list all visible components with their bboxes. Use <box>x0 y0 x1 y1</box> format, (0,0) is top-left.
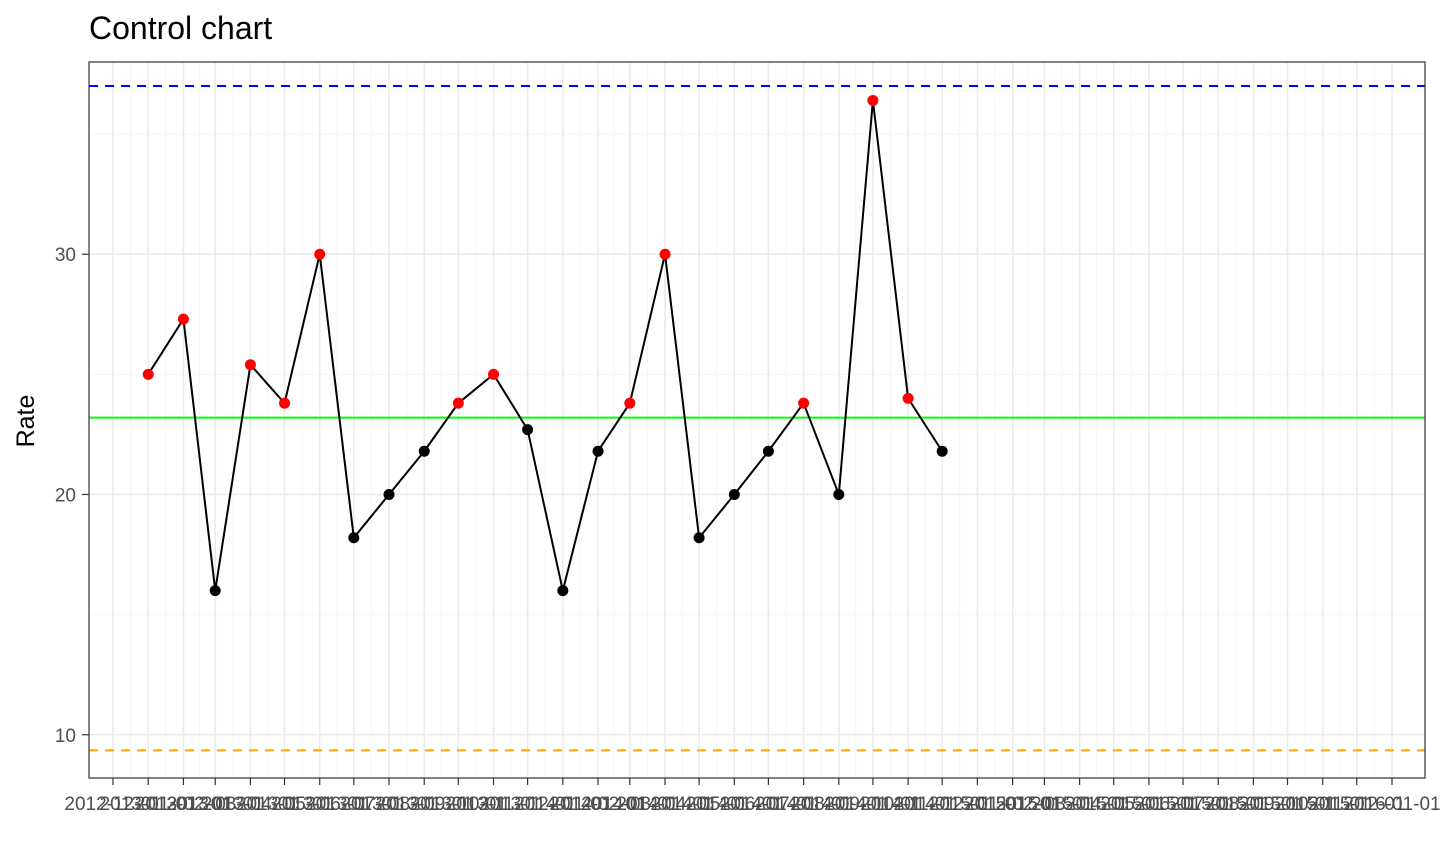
control-limit-lines <box>89 85 1425 752</box>
y-tick-label: 20 <box>55 485 76 506</box>
x-tick-label: 2015-04-01 <box>1031 794 1128 815</box>
x-tick-label: 2013-10-01 <box>410 794 507 815</box>
x-tick-label: 2014-10-01 <box>824 794 921 815</box>
data-point-flagged <box>177 313 189 325</box>
data-point <box>209 585 221 597</box>
data-point-flagged <box>659 248 671 260</box>
data-point-flagged <box>142 368 154 380</box>
x-tick-label: 2013-11-01 <box>446 794 542 815</box>
x-tick-label: 2014-07-01 <box>720 794 817 815</box>
x-tick-label: 2015-03-01 <box>996 794 1093 815</box>
x-tick-label: 2013-09-01 <box>376 794 473 815</box>
data-series <box>142 94 948 597</box>
x-tick-label: 2016-01-01 <box>1343 794 1440 815</box>
x-tick-label: 2013-04-01 <box>202 794 299 815</box>
data-point <box>418 445 430 457</box>
data-point <box>522 424 534 436</box>
data-point-flagged <box>244 359 256 371</box>
grid-lines <box>89 62 1425 778</box>
x-tick-label: 2013-06-01 <box>271 794 368 815</box>
x-tick-label: 2014-05-01 <box>651 794 748 815</box>
x-tick-label: 2013-03-01 <box>167 794 264 815</box>
data-point-flagged <box>488 368 500 380</box>
data-point <box>592 445 604 457</box>
x-tick-label: 2014-02-01 <box>549 794 646 815</box>
x-tick-label: 2014-04-01 <box>616 794 713 815</box>
data-point-flagged <box>452 397 464 409</box>
data-point-flagged <box>624 397 636 409</box>
data-point-flagged <box>279 397 291 409</box>
y-tick-label: 30 <box>55 245 76 266</box>
data-point <box>348 532 360 544</box>
x-tick-label: 2014-01-01 <box>514 794 611 815</box>
x-tick-label: 2013-05-01 <box>236 794 333 815</box>
data-point <box>728 488 740 500</box>
x-tick-label: 2014-06-01 <box>686 794 783 815</box>
axes: 1020302012-12-012013-01-012013-02-012013… <box>55 245 1440 815</box>
x-tick-label: 2015-05-01 <box>1065 794 1162 815</box>
x-tick-label: 2015-02-01 <box>964 794 1061 815</box>
x-tick-label: 2015-06-01 <box>1100 794 1197 815</box>
x-tick-label: 2015-01-01 <box>929 794 1026 815</box>
chart-title: Control chart <box>89 10 272 46</box>
x-tick-label: 2012-12-01 <box>64 794 161 815</box>
data-point <box>936 445 948 457</box>
x-tick-label: 2015-08-01 <box>1170 794 1267 815</box>
x-tick-label: 2015-07-01 <box>1134 794 1231 815</box>
x-tick-label: 2013-01-01 <box>100 794 197 815</box>
x-tick-label: 2015-09-01 <box>1205 794 1302 815</box>
data-point <box>762 445 774 457</box>
panel-border <box>88 61 1426 779</box>
x-tick-label: 2015-12-01 <box>1308 794 1405 815</box>
series-line <box>147 99 944 592</box>
data-point-flagged <box>314 248 326 260</box>
x-tick-label: 2013-08-01 <box>340 794 437 815</box>
y-tick-label: 10 <box>55 726 76 747</box>
data-point-flagged <box>902 392 914 404</box>
x-tick-label: 2013-07-01 <box>305 794 402 815</box>
data-point-flagged <box>867 94 879 106</box>
data-point-flagged <box>798 397 810 409</box>
data-point <box>557 585 569 597</box>
data-point <box>383 488 395 500</box>
x-tick-label: 2013-02-01 <box>135 794 232 815</box>
data-point <box>693 532 705 544</box>
x-tick-label: 2015-10-01 <box>1239 794 1336 815</box>
data-point <box>833 488 845 500</box>
x-tick-label: 2014-08-01 <box>755 794 852 815</box>
x-tick-label: 2013-12-01 <box>479 794 576 815</box>
y-axis-label: Rate <box>12 395 40 448</box>
x-tick-label: 2014-03-01 <box>581 794 678 815</box>
x-tick-label: 2014-11-01 <box>860 794 956 815</box>
x-tick-label: 2014-12-01 <box>894 794 991 815</box>
x-tick-label: 2015-11-01 <box>1275 794 1371 815</box>
x-tick-label: 2014-09-01 <box>790 794 887 815</box>
